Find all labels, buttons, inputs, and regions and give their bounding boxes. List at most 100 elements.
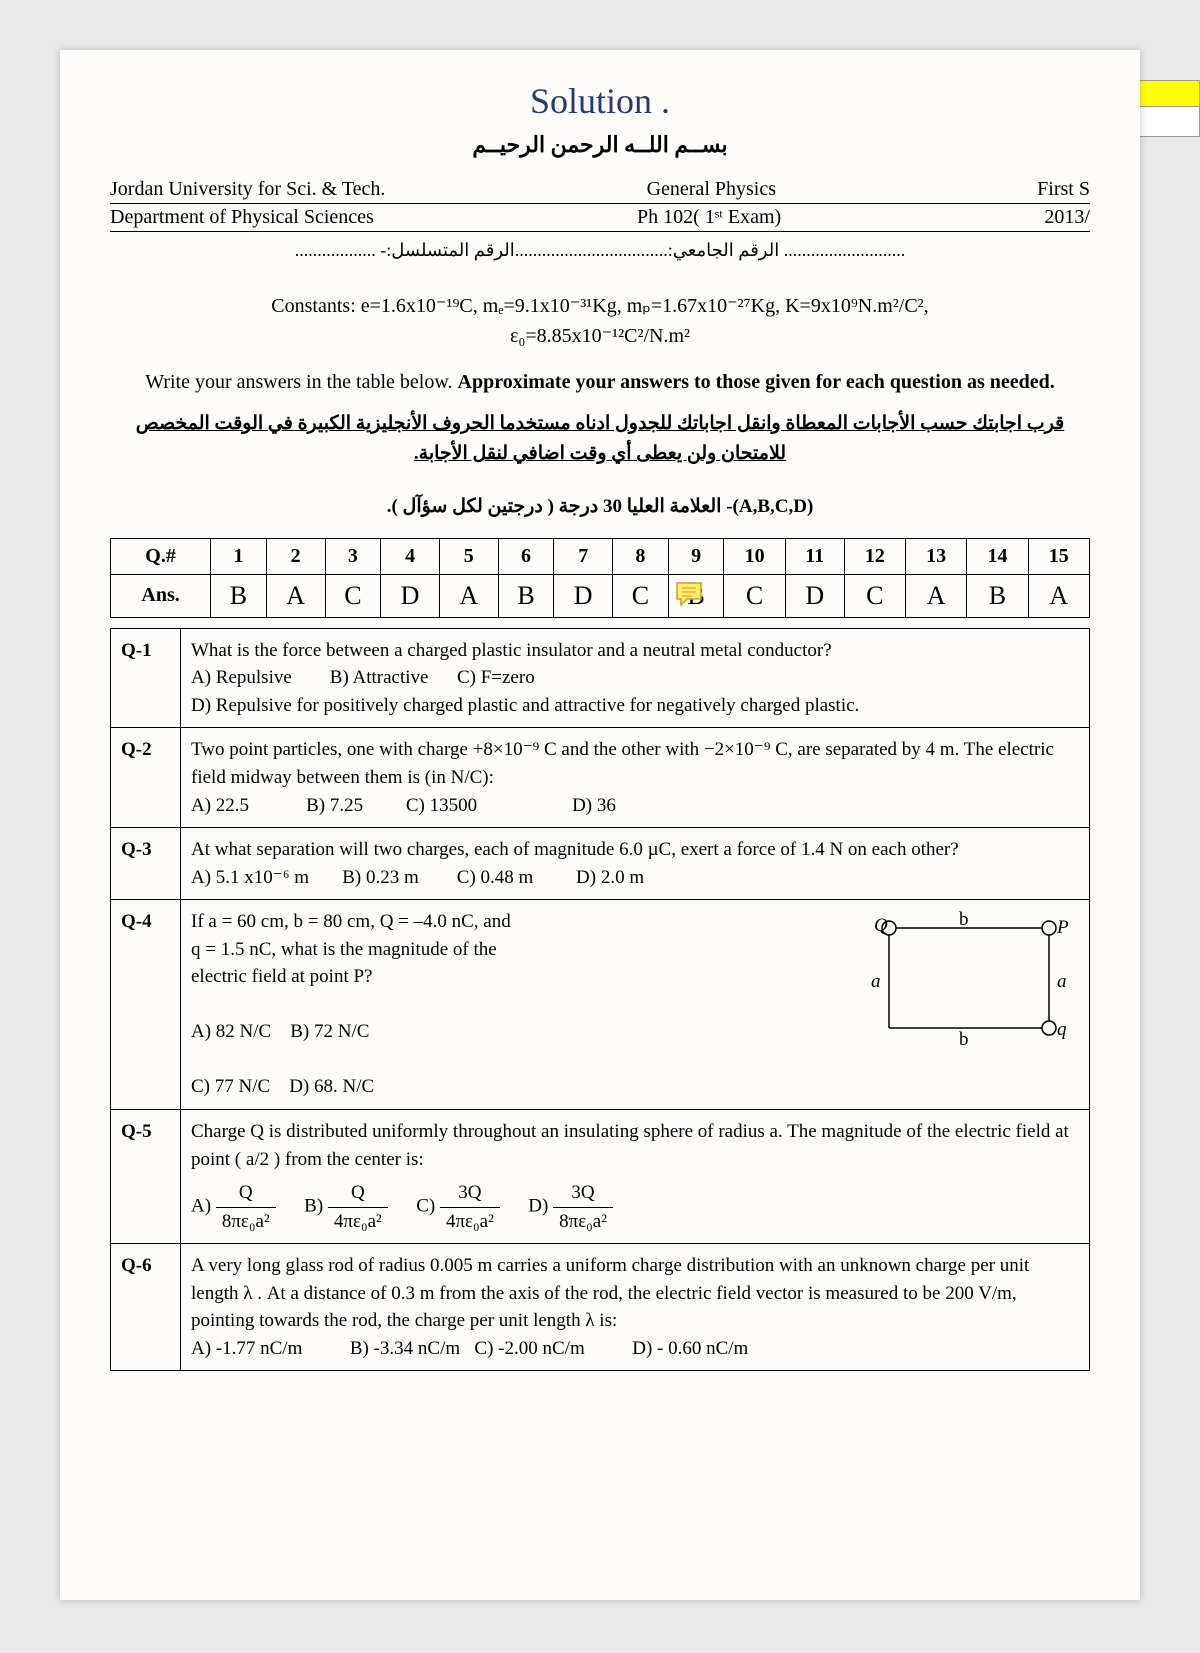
ans-n10: 10 — [724, 538, 785, 574]
q4-row: Q-4 If a = 60 cm, b = 80 cm, Q = –4.0 nC… — [111, 900, 1090, 1110]
ans-v12: C — [844, 574, 905, 617]
ans-n5: 5 — [439, 538, 498, 574]
ans-v5: A — [439, 574, 498, 617]
q3-body: At what separation will two charges, eac… — [181, 828, 1090, 900]
ans-n2: 2 — [266, 538, 325, 574]
questions-table: Q-1 What is the force between a charged … — [110, 628, 1090, 1372]
instr-text: Write your answers in the table below. A… — [145, 371, 1054, 393]
q5-row: Q-5 Charge Q is distributed uniformly th… — [111, 1109, 1090, 1243]
answers-table: Q.# 1 2 3 4 5 6 7 8 9 10 11 12 13 14 15 … — [110, 538, 1090, 618]
id-line: ........................... الرقم الجامع… — [110, 240, 1090, 261]
q5-a-num: Q — [216, 1179, 276, 1208]
ans-n7: 7 — [554, 538, 613, 574]
q5-c-lbl: C) — [416, 1195, 435, 1216]
ans-row-label: Ans. — [111, 574, 211, 617]
constants-l1: Constants: e=1.6x10⁻¹⁹C, mₑ=9.1x10⁻³¹Kg,… — [110, 291, 1090, 321]
header-row-2: Department of Physical Sciences Ph 102( … — [110, 206, 1090, 232]
ans-v3: C — [325, 574, 381, 617]
q5-a-den: 8πε₀a² — [216, 1208, 276, 1236]
ans-n4: 4 — [381, 538, 440, 574]
ans-n9: 9 — [668, 538, 724, 574]
q5-c-den: 4πε₀a² — [440, 1208, 500, 1236]
hdr-left: Jordan University for Sci. & Tech. — [110, 178, 385, 201]
q5-c-num: 3Q — [440, 1179, 500, 1208]
q5-b-lbl: B) — [304, 1195, 323, 1216]
ans-n8: 8 — [613, 538, 669, 574]
q4-aL: a — [871, 968, 881, 996]
q4-l2: q = 1.5 nC, what is the magnitude of the — [191, 939, 497, 960]
hdr2-right: 2013/ — [1044, 206, 1090, 229]
ans-v14: B — [967, 574, 1028, 617]
q1-c: C) F=zero — [457, 667, 535, 688]
hdr-mid: General Physics — [647, 178, 776, 201]
constants-l2: ε₀=8.85x10⁻¹²C²/N.m² — [110, 321, 1090, 351]
ans-head-label: Q.# — [111, 538, 211, 574]
hdr2-mid: Ph 102( 1ˢᵗ Exam) — [637, 206, 781, 229]
q4-b: B) 72 N/C — [290, 1021, 369, 1042]
q5-text: Charge Q is distributed uniformly throug… — [191, 1121, 1069, 1170]
q5-b-frac: Q 4πε₀a² — [328, 1179, 388, 1235]
ans-v1: B — [211, 574, 267, 617]
q5-d-num: 3Q — [553, 1179, 613, 1208]
q2-text: Two point particles, one with charge +8×… — [191, 739, 1054, 788]
ans-v8: C — [613, 574, 669, 617]
q4-l1: If a = 60 cm, b = 80 cm, Q = –4.0 nC, an… — [191, 911, 511, 932]
q4-aR: a — [1057, 968, 1067, 996]
q1-row: Q-1 What is the force between a charged … — [111, 628, 1090, 728]
q4-a: A) 82 N/C — [191, 1021, 271, 1042]
instructions-ar: قرب اجابتك حسب الأجابات المعطاة وانقل اج… — [110, 409, 1090, 470]
q5-body: Charge Q is distributed uniformly throug… — [181, 1109, 1090, 1243]
q3-c: C) 0.48 m — [457, 867, 534, 888]
ans-n15: 15 — [1028, 538, 1089, 574]
q1-text: What is the force between a charged plas… — [191, 640, 832, 661]
ans-n1: 1 — [211, 538, 267, 574]
ans-v13: A — [906, 574, 967, 617]
q5-num: Q-5 — [111, 1109, 181, 1243]
q6-row: Q-6 A very long glass rod of radius 0.00… — [111, 1244, 1090, 1371]
q4-q: q — [1057, 1016, 1067, 1044]
q6-text: A very long glass rod of radius 0.005 m … — [191, 1255, 1029, 1331]
q4-body: If a = 60 cm, b = 80 cm, Q = –4.0 nC, an… — [181, 900, 1090, 1110]
ans-v7: D — [554, 574, 613, 617]
ans-n3: 3 — [325, 538, 381, 574]
ans-v11: D — [785, 574, 844, 617]
ans-n6: 6 — [498, 538, 554, 574]
ans-head-row: Q.# 1 2 3 4 5 6 7 8 9 10 11 12 13 14 15 — [111, 538, 1090, 574]
exam-page: Solution . بســم اللــه الرحمن الرحيــم … — [60, 50, 1140, 1600]
q6-c: C) -2.00 nC/m — [474, 1338, 584, 1359]
hdr-right: First S — [1037, 178, 1090, 201]
ans-n14: 14 — [967, 538, 1028, 574]
solution-handwriting: Solution . — [110, 80, 1090, 122]
marks-ar: (A,B,C,D)- العلامة العليا 30 درجة ( درجت… — [110, 495, 1090, 518]
q5-a-frac: Q 8πε₀a² — [216, 1179, 276, 1235]
ans-n12: 12 — [844, 538, 905, 574]
q4-c: C) 77 N/C — [191, 1076, 270, 1097]
q3-d: D) 2.0 m — [576, 867, 644, 888]
q5-d-den: 8πε₀a² — [553, 1208, 613, 1236]
q4-btop: b — [959, 906, 969, 934]
constants: Constants: e=1.6x10⁻¹⁹C, mₑ=9.1x10⁻³¹Kg,… — [110, 291, 1090, 351]
q4-d: D) 68. N/C — [289, 1076, 374, 1097]
q4-l3: electric field at point P? — [191, 966, 372, 987]
q2-num: Q-2 — [111, 728, 181, 828]
q4-P: P — [1057, 914, 1069, 942]
header-row-1: Jordan University for Sci. & Tech. Gener… — [110, 178, 1090, 204]
q3-b: B) 0.23 m — [342, 867, 419, 888]
q5-b-den: 4πε₀a² — [328, 1208, 388, 1236]
q4-figure: Q b P a a b q — [859, 908, 1079, 1101]
q3-row: Q-3 At what separation will two charges,… — [111, 828, 1090, 900]
q6-a: A) -1.77 nC/m — [191, 1338, 302, 1359]
q3-text: At what separation will two charges, eac… — [191, 839, 959, 860]
hdr2-left: Department of Physical Sciences — [110, 206, 374, 229]
ans-value-row: Ans. B A C D A B D C B C D C A B — [111, 574, 1090, 617]
q1-d: D) Repulsive for positively charged plas… — [191, 695, 859, 716]
ans-v4: D — [381, 574, 440, 617]
q1-b: B) Attractive — [330, 667, 429, 688]
q1-a: A) Repulsive — [191, 667, 292, 688]
q3-num: Q-3 — [111, 828, 181, 900]
bismillah: بســم اللــه الرحمن الرحيــم — [110, 132, 1090, 158]
ans-v6: B — [498, 574, 554, 617]
q2-body: Two point particles, one with charge +8×… — [181, 728, 1090, 828]
q4-bbot: b — [959, 1026, 969, 1054]
q6-num: Q-6 — [111, 1244, 181, 1371]
